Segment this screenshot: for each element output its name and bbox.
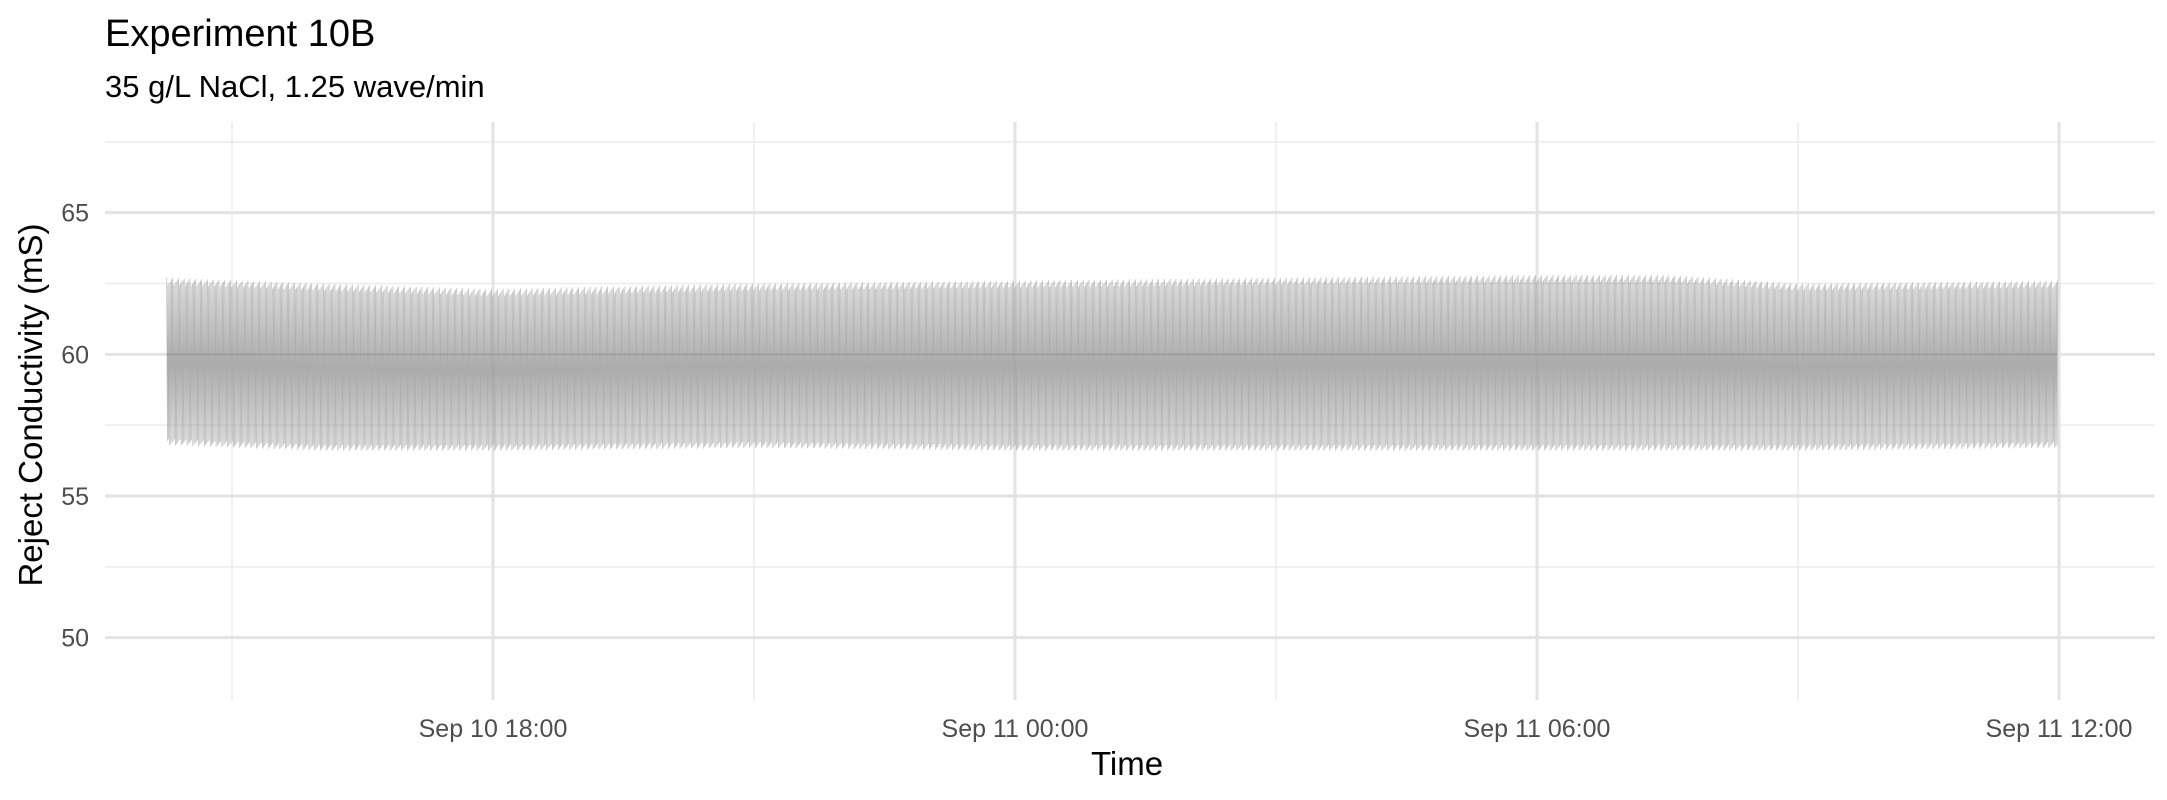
x-tick-label: Sep 11 06:00: [1464, 715, 1611, 743]
y-tick-label: 50: [61, 625, 89, 653]
x-axis-title: Time: [1091, 745, 1163, 782]
y-axis-ticks: 50 55 60 65: [61, 200, 89, 653]
series-layer: [166, 274, 2058, 451]
y-tick-label: 65: [61, 200, 89, 228]
x-tick-label: Sep 11 00:00: [942, 715, 1089, 743]
series-line: [166, 274, 2058, 451]
x-tick-label: Sep 10 18:00: [419, 715, 568, 743]
chart-title: Experiment 10B: [105, 13, 376, 55]
y-tick-label: 60: [61, 341, 89, 369]
y-axis-title: Reject Conductivity (mS): [12, 223, 49, 586]
chart-subtitle: 35 g/L NaCl, 1.25 wave/min: [105, 69, 485, 104]
x-axis-ticks: Sep 10 18:00 Sep 11 00:00 Sep 11 06:00 Sep …: [419, 715, 2133, 743]
x-tick-label: Sep 11 12:00: [1986, 715, 2133, 743]
y-tick-label: 55: [61, 483, 89, 511]
